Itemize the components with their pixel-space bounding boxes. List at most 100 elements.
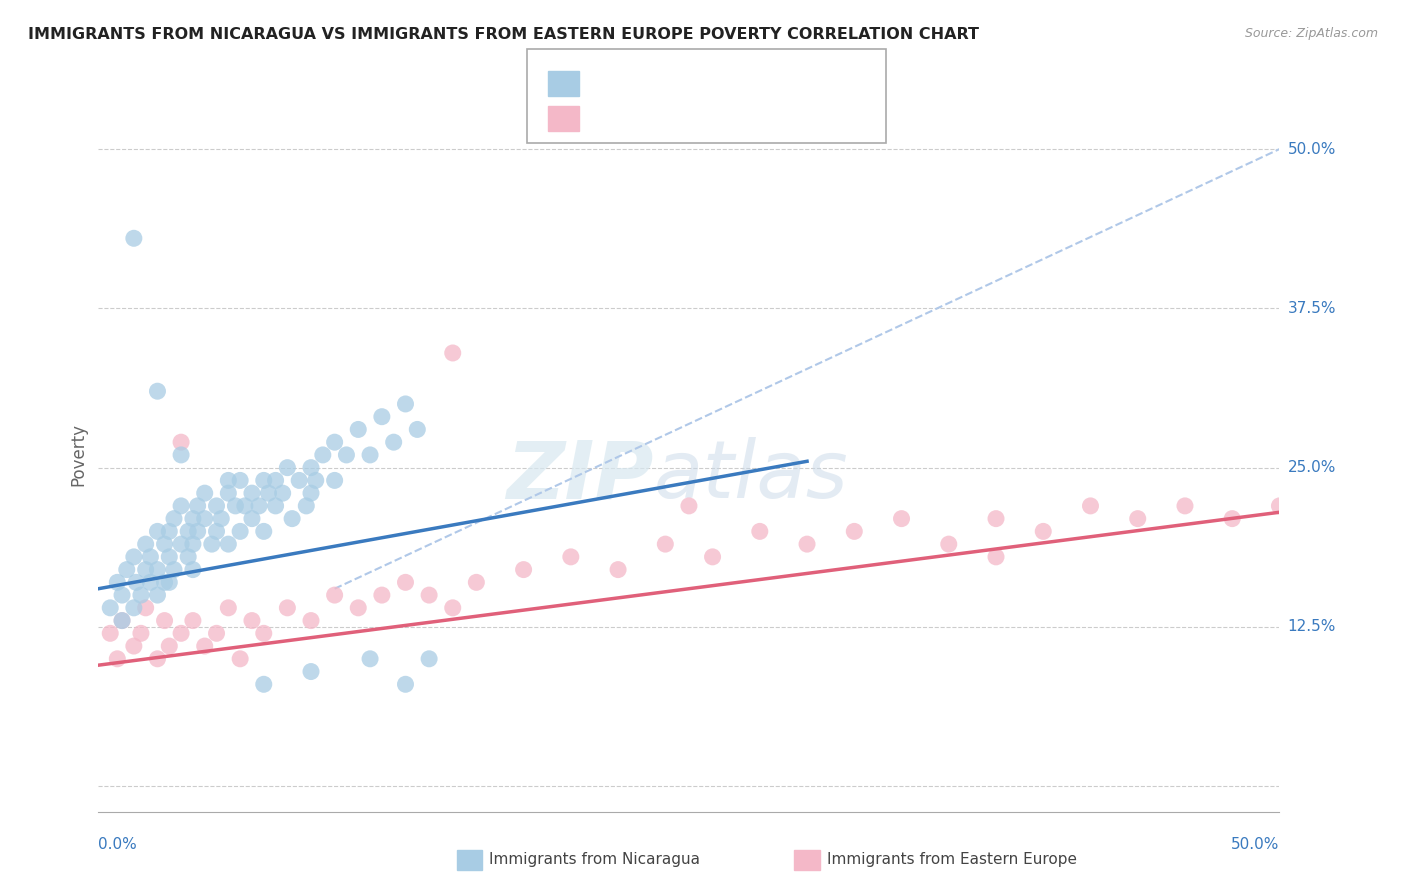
Text: 12.5%: 12.5% [1288, 619, 1336, 634]
Point [194, 486, 217, 500]
Point [157, 549, 180, 564]
Point [371, 588, 394, 602]
Point [209, 511, 232, 525]
Point [194, 511, 217, 525]
Point [264, 474, 287, 488]
Point [890, 511, 912, 525]
Point [247, 499, 270, 513]
Text: R = 0.433: R = 0.433 [588, 110, 671, 128]
Point [181, 511, 204, 525]
Point [984, 549, 1007, 564]
Point [170, 537, 193, 551]
Point [229, 652, 252, 666]
Point [1174, 499, 1197, 513]
Point [98, 626, 121, 640]
Point [129, 626, 152, 640]
Point [163, 563, 186, 577]
Point [359, 448, 381, 462]
Point [217, 537, 239, 551]
Point [187, 499, 209, 513]
Text: ZIP: ZIP [506, 437, 654, 516]
Point [305, 474, 328, 488]
Point [146, 588, 169, 602]
Point [264, 499, 287, 513]
Point [153, 575, 176, 590]
Point [607, 563, 630, 577]
Point [233, 499, 256, 513]
Point [125, 575, 148, 590]
Point [170, 435, 193, 450]
Point [441, 346, 464, 360]
Point [299, 614, 322, 628]
Text: 25.0%: 25.0% [1288, 460, 1336, 475]
Point [359, 652, 381, 666]
Point [205, 524, 228, 539]
Point [146, 563, 169, 577]
Text: atlas: atlas [654, 437, 848, 516]
Point [844, 524, 866, 539]
Y-axis label: Poverty: Poverty [69, 424, 87, 486]
Text: 0.0%: 0.0% [98, 837, 138, 852]
Point [371, 409, 394, 424]
Point [170, 499, 193, 513]
Point [295, 499, 318, 513]
Point [253, 524, 276, 539]
Point [271, 486, 294, 500]
Point [217, 600, 239, 615]
Point [115, 563, 138, 577]
Point [224, 499, 246, 513]
Point [253, 626, 276, 640]
Point [146, 524, 169, 539]
Point [170, 448, 193, 462]
Point [418, 652, 440, 666]
Text: 37.5%: 37.5% [1288, 301, 1336, 316]
Point [135, 537, 157, 551]
Point [194, 639, 217, 653]
Point [157, 524, 180, 539]
Point [299, 665, 322, 679]
Text: 50.0%: 50.0% [1288, 142, 1336, 157]
Point [205, 499, 228, 513]
Point [229, 474, 252, 488]
Point [299, 486, 322, 500]
Point [347, 422, 370, 436]
Text: IMMIGRANTS FROM NICARAGUA VS IMMIGRANTS FROM EASTERN EUROPE POVERTY CORRELATION : IMMIGRANTS FROM NICARAGUA VS IMMIGRANTS … [28, 27, 979, 42]
Point [323, 588, 346, 602]
Point [394, 397, 416, 411]
Point [1032, 524, 1054, 539]
Point [654, 537, 676, 551]
Point [702, 549, 724, 564]
Point [394, 575, 416, 590]
Point [938, 537, 960, 551]
Point [1126, 511, 1149, 525]
Point [1268, 499, 1291, 513]
Point [181, 563, 204, 577]
Point [465, 575, 488, 590]
Point [560, 549, 582, 564]
Point [382, 435, 405, 450]
Point [187, 524, 209, 539]
Point [406, 422, 429, 436]
Point [229, 524, 252, 539]
Point [276, 460, 298, 475]
Text: N = 47: N = 47 [752, 110, 810, 128]
Point [105, 575, 128, 590]
Text: 50.0%: 50.0% [1232, 837, 1279, 852]
Point [418, 588, 440, 602]
Point [323, 474, 346, 488]
Text: Immigrants from Nicaragua: Immigrants from Nicaragua [489, 853, 700, 867]
Point [111, 614, 134, 628]
Point [281, 511, 304, 525]
Point [129, 588, 152, 602]
Point [170, 626, 193, 640]
Point [139, 549, 162, 564]
Point [253, 677, 276, 691]
Point [157, 575, 180, 590]
Point [240, 614, 263, 628]
Point [257, 486, 280, 500]
Point [276, 600, 298, 615]
Point [153, 614, 176, 628]
Point [253, 474, 276, 488]
Point [157, 639, 180, 653]
Point [177, 549, 200, 564]
